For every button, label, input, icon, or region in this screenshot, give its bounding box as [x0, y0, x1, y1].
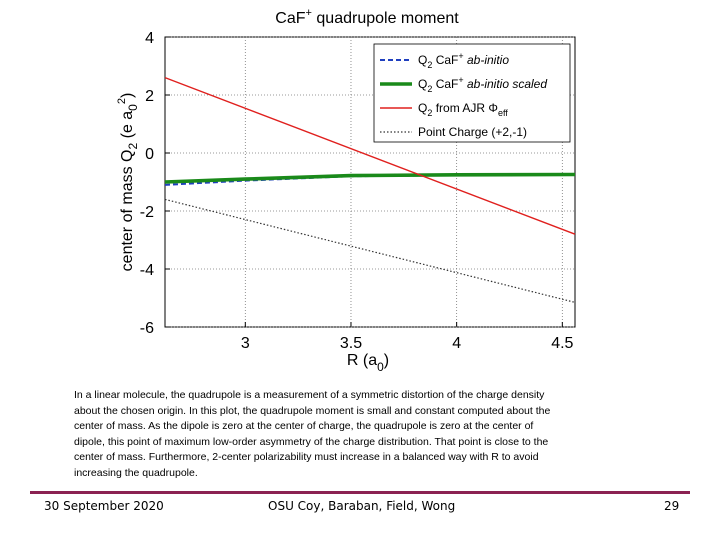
y-tick-label: 0	[145, 146, 154, 163]
caption-line: dipole, this point of maximum low-order …	[74, 435, 549, 448]
quadrupole-chart: 3 3.5 4 4.5 4 2 0 -2 -4 -6 CaF+ quadrupole moment R…	[116, 7, 576, 374]
y-tick-label: -4	[140, 262, 154, 279]
x-tick-label: 3	[241, 335, 250, 352]
x-tick-label: 4	[452, 335, 461, 352]
chart-area: 3 3.5 4 4.5 4 2 0 -2 -4 -6 CaF+ quadrupole moment R…	[116, 7, 576, 374]
caption-line: center of mass. As the dipole is zero at…	[74, 420, 534, 432]
y-tick-label: -6	[140, 320, 154, 337]
legend-label: Point Charge (+2,-1)	[418, 125, 527, 139]
caption-line: In a linear molecule, the quadrupole is …	[74, 389, 545, 401]
y-tick-label: 2	[145, 88, 154, 105]
caption-line: increasing the quadrupole.	[74, 466, 198, 479]
x-tick-label: 3.5	[340, 335, 362, 352]
y-tick-label: -2	[140, 204, 154, 221]
y-tick-label: 4	[145, 30, 154, 47]
series-line	[164, 198, 576, 303]
x-tick-label: 4.5	[551, 335, 573, 352]
footer-authors: OSU Coy, Baraban, Field, Wong	[268, 499, 456, 513]
caption: In a linear molecule, the quadrupole is …	[74, 388, 634, 481]
x-axis-label: R (a0)	[347, 352, 389, 374]
y-axis-label: center of mass Q2 (e a02)	[116, 93, 140, 272]
legend-label: Q2 CaF+ ab-initio	[418, 51, 509, 70]
series-line	[164, 172, 576, 184]
caption-line: about the chosen origin. In this plot, t…	[74, 404, 551, 417]
caption-line: center of mass. Furthermore, 2-center po…	[74, 451, 539, 463]
footer-divider	[30, 491, 690, 494]
legend-label: Q2 CaF+ ab-initio scaled	[418, 75, 547, 94]
series-line	[164, 76, 576, 235]
legend-label: Q2 from AJR Φeff	[418, 101, 508, 118]
chart-title: CaF+ quadrupole moment	[275, 7, 459, 27]
footer-date: 30 September 2020	[44, 499, 164, 513]
page-number: 29	[664, 499, 680, 513]
